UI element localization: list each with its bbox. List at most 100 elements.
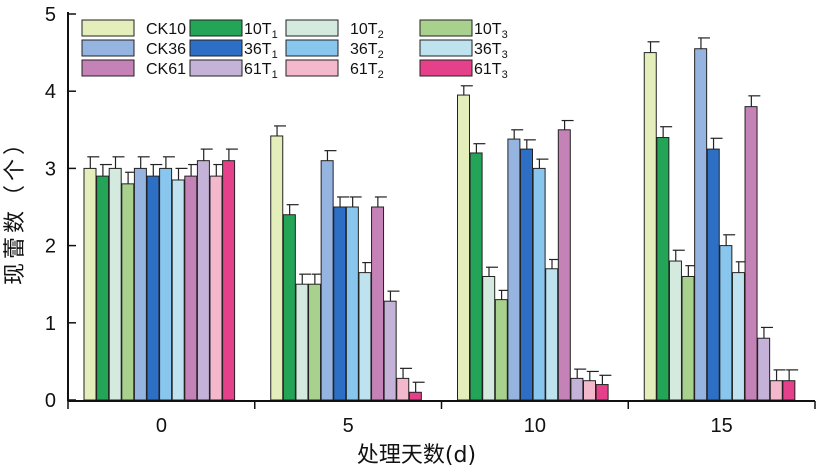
- error-bar-CK10-day-10: [460, 85, 473, 96]
- x-tick-label-10: 10: [524, 415, 546, 437]
- bar-61T3-day-15: [782, 380, 796, 401]
- y-tick-label-1: 1: [45, 313, 56, 335]
- y-tick-label-2: 2: [45, 236, 56, 258]
- error-bar-61T1-day-0: [200, 148, 213, 161]
- bar-10T3-day-10: [494, 299, 508, 401]
- error-bar-10T1-day-5: [286, 204, 299, 215]
- legend-swatch-61T3: [419, 59, 473, 77]
- error-bar-10T2-day-15: [672, 249, 685, 262]
- error-bar-61T2-day-15: [773, 369, 786, 381]
- bar-10T1-day-15: [656, 137, 670, 401]
- error-bar-10T1-day-10: [473, 143, 486, 153]
- legend-swatch-36T1: [189, 39, 243, 57]
- x-axis-title: 处理天数(d): [357, 443, 476, 468]
- bar-61T3-day-10: [595, 384, 609, 401]
- error-bar-10T2-day-0: [112, 156, 125, 169]
- legend-label-36T3: 36T3: [474, 41, 508, 61]
- bar-10T2-day-0: [108, 167, 122, 401]
- bar-36T1-day-10: [520, 148, 533, 401]
- bar-36T1-day-15: [706, 148, 720, 401]
- error-bar-36T2-day-15: [723, 234, 736, 246]
- legend-item-10T3: 10T3: [419, 19, 508, 41]
- error-bar-61T3-day-5: [412, 381, 425, 393]
- legend-swatch-CK61: [81, 59, 135, 77]
- bar-10T3-day-15: [681, 275, 695, 401]
- bar-61T2-day-15: [769, 380, 783, 401]
- error-bar-36T1-day-5: [337, 196, 350, 207]
- legend-swatch-36T3: [419, 39, 473, 57]
- legend-label-CK61: CK61: [146, 61, 186, 78]
- bar-36T2-day-5: [345, 206, 359, 401]
- bar-10T3-day-0: [121, 183, 135, 401]
- bar-CK61-day-0: [184, 175, 198, 401]
- error-bar-61T2-day-10: [586, 370, 599, 381]
- legend-label-10T1: 10T1: [244, 21, 278, 41]
- bar-61T3-day-0: [222, 160, 236, 401]
- legend-label-CK36: CK36: [146, 41, 186, 58]
- error-bar-61T3-day-15: [786, 369, 799, 381]
- bar-36T1-day-0: [146, 175, 160, 401]
- legend-item-CK36: CK36: [81, 39, 186, 58]
- legend-label-10T3: 10T3: [474, 21, 508, 41]
- error-bar-10T1-day-15: [660, 126, 673, 138]
- error-bar-CK36-day-15: [697, 37, 710, 49]
- error-bar-61T3-day-10: [599, 374, 612, 385]
- legend-swatch-10T1: [189, 19, 243, 37]
- bar-CK36-day-15: [694, 48, 708, 401]
- error-bar-61T1-day-10: [574, 368, 587, 379]
- error-bar-CK10-day-0: [87, 156, 100, 169]
- y-tick-label-4: 4: [45, 81, 56, 103]
- error-bar-36T2-day-10: [536, 158, 549, 169]
- bar-10T2-day-5: [295, 283, 309, 401]
- y-tick-label-3: 3: [45, 158, 56, 180]
- legend-item-10T2: 10T2: [285, 19, 384, 41]
- legend-swatch-36T2: [285, 39, 339, 57]
- bar-61T2-day-0: [209, 175, 223, 401]
- bar-61T1-day-10: [570, 377, 584, 401]
- legend-item-61T1: 61T1: [189, 59, 278, 81]
- y-tick-label-0: 0: [45, 390, 56, 412]
- error-bar-CK10-day-15: [647, 41, 660, 53]
- bar-36T3-day-5: [358, 272, 372, 401]
- y-tick-label-5: 5: [45, 4, 56, 26]
- bar-36T3-day-15: [731, 272, 745, 401]
- x-tick-label-0: 0: [156, 415, 167, 437]
- bar-10T1-day-5: [282, 214, 296, 401]
- error-bar-10T2-day-10: [486, 266, 498, 277]
- bar-CK36-day-5: [320, 160, 334, 401]
- x-tick-label-15: 15: [711, 415, 733, 437]
- bar-CK61-day-10: [557, 129, 571, 401]
- bar-36T2-day-10: [532, 167, 546, 401]
- error-bar-61T2-day-5: [400, 367, 413, 379]
- error-bar-61T1-day-5: [387, 290, 400, 302]
- error-bar-CK61-day-15: [748, 95, 761, 107]
- legend-swatch-61T2: [285, 59, 339, 77]
- error-bar-CK36-day-5: [324, 150, 337, 161]
- bar-CK61-day-15: [744, 106, 758, 401]
- legend-swatch-CK36: [81, 39, 135, 57]
- bar-61T1-day-15: [757, 337, 771, 401]
- bar-61T1-day-5: [383, 300, 397, 401]
- bar-CK10-day-15: [643, 52, 657, 401]
- error-bar-CK61-day-5: [374, 196, 387, 207]
- error-bar-CK36-day-0: [137, 156, 150, 169]
- error-bar-CK36-day-10: [511, 129, 524, 140]
- legend-swatch-10T2: [285, 19, 339, 37]
- bar-CK10-day-10: [457, 94, 470, 401]
- legend-item-61T3: 61T3: [419, 59, 508, 81]
- legend-label-61T3: 61T3: [474, 61, 508, 81]
- x-tick-label-5: 5: [343, 415, 354, 437]
- bar-61T2-day-10: [583, 380, 596, 401]
- legend-swatch-CK10: [81, 19, 135, 37]
- bar-10T2-day-10: [482, 275, 496, 401]
- error-bar-61T3-day-0: [225, 148, 238, 161]
- error-bar-36T3-day-0: [175, 167, 188, 180]
- bar-CK10-day-0: [83, 167, 97, 401]
- y-axis-title: 现蕾数（个）: [3, 129, 28, 285]
- bar-36T1-day-5: [333, 206, 347, 401]
- legend-item-10T1: 10T1: [189, 19, 278, 41]
- error-bar-36T2-day-0: [162, 156, 175, 169]
- legend-item-61T2: 61T2: [285, 59, 384, 81]
- legend-label-36T2: 36T2: [350, 41, 384, 61]
